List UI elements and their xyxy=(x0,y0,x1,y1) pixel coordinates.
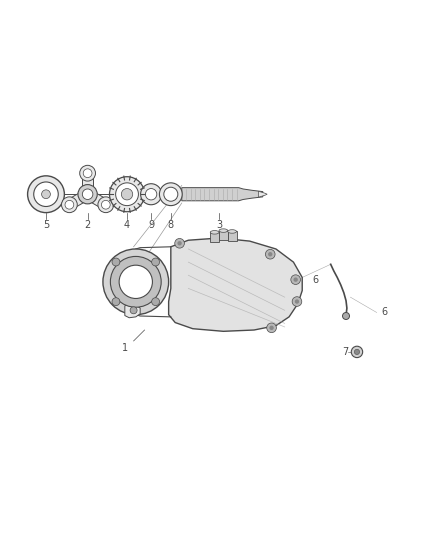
Polygon shape xyxy=(169,238,302,332)
Circle shape xyxy=(152,298,159,305)
Circle shape xyxy=(164,187,178,201)
Circle shape xyxy=(116,183,138,206)
Circle shape xyxy=(177,241,182,246)
Text: 3: 3 xyxy=(216,220,222,230)
Circle shape xyxy=(159,183,182,206)
Circle shape xyxy=(78,184,97,204)
Circle shape xyxy=(61,197,77,213)
Circle shape xyxy=(80,165,95,181)
Ellipse shape xyxy=(219,229,228,232)
Circle shape xyxy=(145,189,157,200)
Ellipse shape xyxy=(228,230,237,233)
Circle shape xyxy=(265,249,275,259)
Polygon shape xyxy=(82,173,93,194)
Circle shape xyxy=(295,300,299,304)
Circle shape xyxy=(110,256,161,307)
Text: 2: 2 xyxy=(85,220,91,230)
Polygon shape xyxy=(125,304,140,318)
Text: 5: 5 xyxy=(43,220,49,230)
Circle shape xyxy=(102,200,110,209)
Circle shape xyxy=(119,265,152,298)
Polygon shape xyxy=(120,280,136,294)
Circle shape xyxy=(103,249,169,314)
Circle shape xyxy=(269,326,274,330)
Text: 4: 4 xyxy=(124,220,130,230)
Circle shape xyxy=(292,297,302,306)
Bar xyxy=(219,231,228,240)
Ellipse shape xyxy=(210,231,219,234)
Circle shape xyxy=(130,307,137,314)
Circle shape xyxy=(141,184,162,205)
Text: 1: 1 xyxy=(122,343,128,353)
Text: 8: 8 xyxy=(168,220,174,230)
Bar xyxy=(210,232,219,242)
Circle shape xyxy=(291,275,300,285)
Circle shape xyxy=(112,298,120,305)
Text: 6: 6 xyxy=(381,308,387,318)
Text: 9: 9 xyxy=(148,220,154,230)
Polygon shape xyxy=(258,191,267,197)
Polygon shape xyxy=(182,188,263,201)
Polygon shape xyxy=(67,190,90,209)
Circle shape xyxy=(175,238,184,248)
Circle shape xyxy=(98,197,114,213)
Circle shape xyxy=(28,176,64,213)
Circle shape xyxy=(83,169,92,177)
Text: 6: 6 xyxy=(312,275,318,285)
Polygon shape xyxy=(85,190,109,209)
Bar xyxy=(228,231,237,241)
Circle shape xyxy=(267,323,276,333)
Circle shape xyxy=(82,189,93,199)
Circle shape xyxy=(351,346,363,358)
Circle shape xyxy=(354,349,360,354)
Circle shape xyxy=(110,177,145,212)
Circle shape xyxy=(152,258,159,266)
Circle shape xyxy=(112,258,120,266)
Circle shape xyxy=(293,278,298,282)
Circle shape xyxy=(34,182,58,206)
Circle shape xyxy=(65,200,74,209)
Circle shape xyxy=(126,283,133,290)
Circle shape xyxy=(343,312,350,319)
Circle shape xyxy=(121,189,133,200)
Text: 7: 7 xyxy=(342,347,348,357)
Circle shape xyxy=(268,252,272,256)
Circle shape xyxy=(42,190,50,199)
